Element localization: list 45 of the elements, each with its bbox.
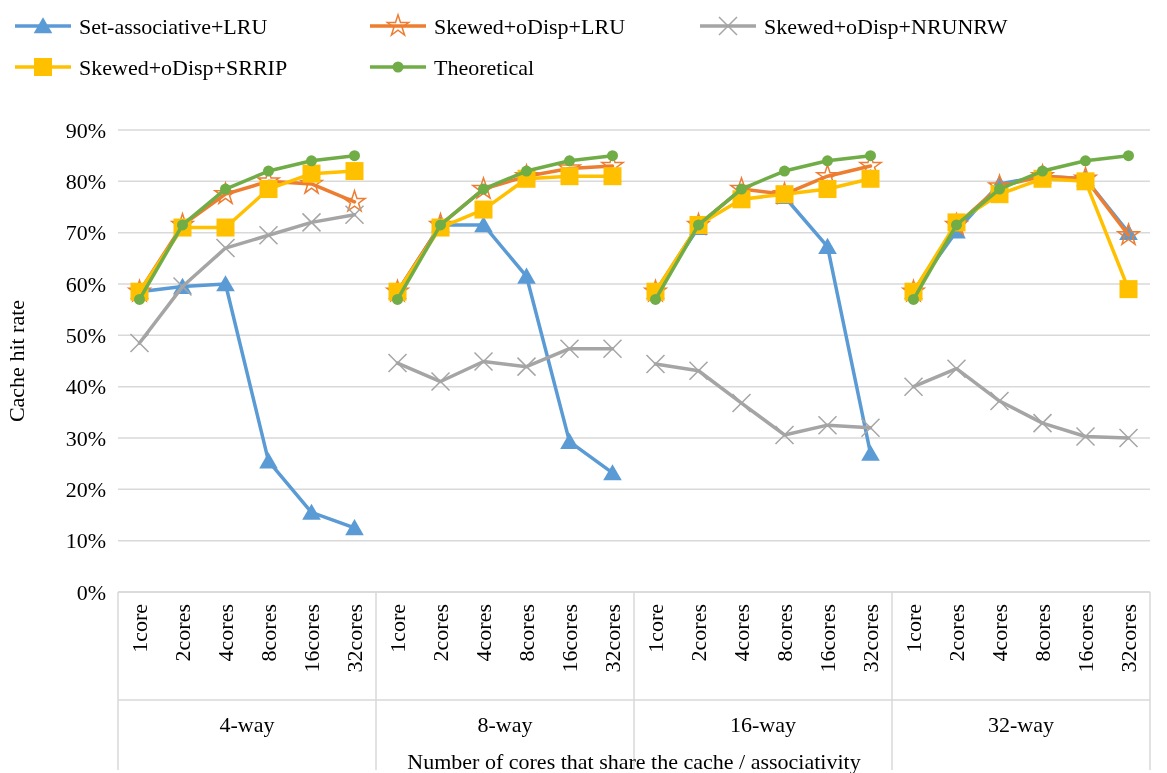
y-tick-label: 50% — [65, 323, 106, 349]
legend-label: Skewed+oDisp+NRUNRW — [764, 13, 1008, 39]
x-tick-label: 32cores — [600, 604, 626, 673]
x-axis-title: 16-way — [730, 712, 796, 737]
x-tick-label: 4cores — [471, 604, 497, 662]
x-tick-label: 2cores — [686, 604, 712, 662]
legend-label: Skewed+oDisp+SRRIP — [79, 54, 288, 80]
x-tick-label: 16cores — [815, 604, 841, 673]
y-tick-label: 90% — [65, 117, 106, 143]
x-tick-label: 1core — [385, 604, 411, 653]
x-tick-label: 16cores — [1073, 604, 1099, 673]
x-tick-label: 2cores — [170, 604, 196, 662]
x-tick-label: 2cores — [428, 604, 454, 662]
legend-label: Set-associative+LRU — [79, 13, 268, 39]
x-tick-label: 2cores — [944, 604, 970, 662]
y-axis-title: Cache hit rate — [4, 299, 29, 423]
x-tick-label: 1core — [901, 604, 927, 653]
y-tick-label: 0% — [76, 579, 106, 605]
x-tick-label: 32cores — [342, 604, 368, 673]
y-tick-label: 60% — [65, 271, 106, 297]
y-tick-label: 30% — [65, 425, 106, 451]
x-tick-label: 1core — [127, 604, 153, 653]
x-axis-title: 4-way — [219, 712, 275, 737]
x-tick-label: 1core — [643, 604, 669, 653]
x-tick-label: 8cores — [772, 604, 798, 662]
x-axis-title: 8-way — [477, 712, 533, 737]
y-tick-label: 20% — [65, 477, 106, 503]
y-tick-label: 70% — [65, 220, 106, 246]
x-axis-title: 32-way — [988, 712, 1054, 737]
x-tick-label: 32cores — [1116, 604, 1142, 673]
x-tick-label: 16cores — [557, 604, 583, 673]
y-tick-label: 40% — [65, 374, 106, 400]
x-tick-label: 32cores — [858, 604, 884, 673]
x-tick-label: 8cores — [1030, 604, 1056, 662]
y-tick-label: 10% — [65, 528, 106, 554]
x-tick-label: 4cores — [213, 604, 239, 662]
text: Number of cores that share the cache / associativity — [407, 749, 861, 773]
x-tick-label: 8cores — [514, 604, 540, 662]
legend-label: Theoretical — [434, 54, 535, 80]
x-tick-label: 4cores — [987, 604, 1013, 662]
x-tick-label: 16cores — [299, 604, 325, 673]
legend-label: Skewed+oDisp+LRU — [434, 13, 626, 39]
x-tick-label: 4cores — [729, 604, 755, 662]
y-tick-label: 80% — [65, 169, 106, 195]
x-tick-label: 8cores — [256, 604, 282, 662]
